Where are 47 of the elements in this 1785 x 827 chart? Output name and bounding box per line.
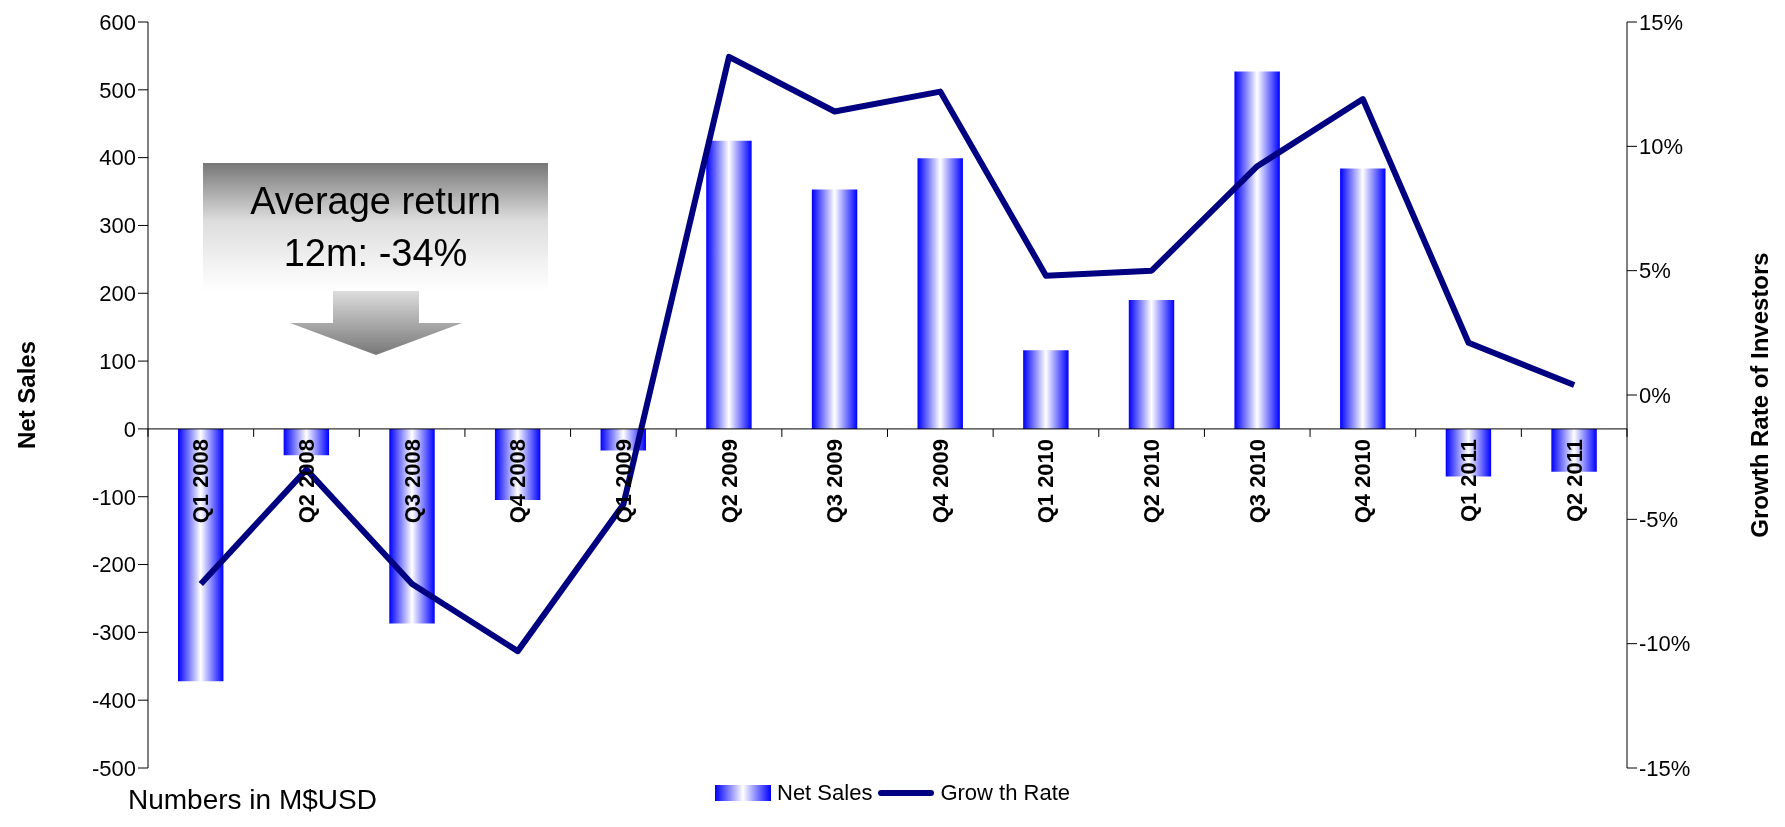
y-tick-label: 600	[99, 9, 136, 35]
bar	[1340, 168, 1386, 429]
bar	[706, 140, 752, 429]
x-tick-label: Q1 2011	[1456, 438, 1482, 523]
x-tick-label: Q1 2010	[1033, 438, 1059, 524]
y2-tick-label: -10%	[1639, 631, 1691, 657]
x-tick-label: Q4 2008	[505, 438, 531, 524]
x-tick-label: Q3 2009	[822, 438, 848, 524]
y2-axis-title: Growth Rate of Investors	[1745, 252, 1773, 538]
bar	[811, 189, 858, 429]
y-tick-label: -400	[91, 687, 136, 713]
x-tick-label: Q2 2008	[293, 438, 319, 524]
y-tick-label: 200	[99, 281, 136, 307]
x-tick-label: Q2 2009	[716, 438, 742, 524]
x-tick-label: Q2 2010	[1139, 438, 1165, 524]
x-tick-label: Q2 2011	[1561, 438, 1587, 523]
y-tick-label: 100	[99, 348, 136, 374]
annotation: Average return 12m: -34%	[203, 163, 548, 291]
bar	[1234, 71, 1280, 429]
y-tick-label: -300	[91, 620, 136, 646]
y-tick-label: -200	[91, 552, 136, 578]
y-tick-label: 500	[99, 77, 136, 103]
x-tick-label: Q4 2010	[1350, 438, 1376, 524]
bar	[1128, 300, 1175, 429]
y2-tick-label: 0%	[1639, 382, 1671, 408]
legend-label: Net Sales	[777, 780, 873, 806]
x-tick-label: Q4 2009	[927, 438, 953, 524]
y-tick-label: -100	[91, 484, 136, 510]
y-tick-label: 400	[99, 145, 136, 171]
y2-tick-label: -5%	[1639, 507, 1679, 533]
legend-label: Grow th Rate	[940, 780, 1070, 806]
x-tick-label: Q1 2008	[188, 438, 214, 524]
y2-tick-label: 10%	[1639, 134, 1684, 160]
bar	[917, 158, 963, 429]
x-tick-label: Q1 2009	[610, 438, 636, 524]
y-tick-label: 300	[99, 213, 136, 239]
y-tick-label: 0	[123, 416, 136, 442]
x-tick-label: Q3 2008	[399, 438, 425, 524]
y2-tick-label: -15%	[1639, 755, 1691, 781]
x-tick-label: Q3 2010	[1244, 438, 1270, 524]
bar	[178, 428, 224, 682]
y2-tick-label: 5%	[1639, 258, 1671, 284]
y-tick-label: -500	[91, 755, 136, 781]
bar	[1023, 350, 1069, 429]
text: Numbers in M$USD	[128, 784, 377, 816]
y-axis-title: Net Sales	[12, 340, 40, 450]
y2-tick-label: 15%	[1639, 9, 1684, 35]
